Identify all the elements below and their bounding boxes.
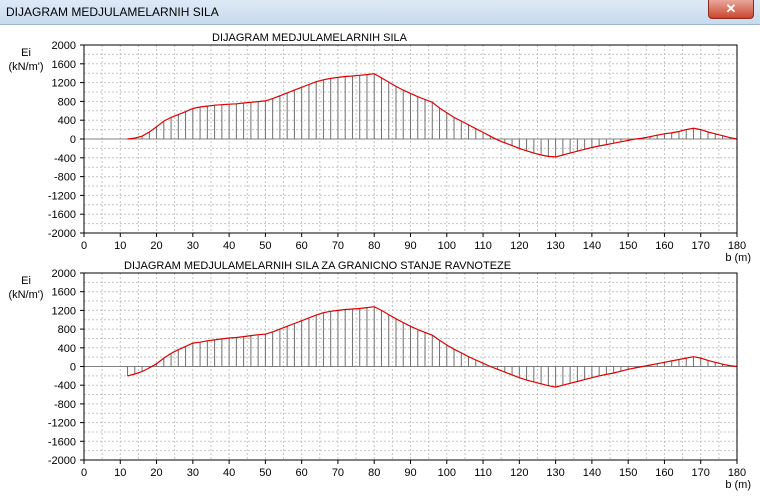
series-line: [127, 306, 738, 388]
y-tick-label: -1200: [48, 190, 76, 202]
y-tick-label: 0: [70, 134, 76, 146]
x-tick-label: 40: [223, 467, 235, 479]
y-tick-label: 2000: [52, 268, 76, 280]
x-tick-label: 10: [114, 467, 126, 479]
y-tick-label: 800: [58, 324, 76, 336]
x-tick-label: 90: [404, 467, 416, 479]
x-tick-label: 120: [510, 467, 528, 479]
y-axis-unit: (kN/m'): [8, 61, 43, 73]
y-tick-label: 800: [58, 96, 76, 108]
x-tick-label: 140: [583, 467, 601, 479]
x-tick-label: 0: [81, 240, 87, 252]
x-tick-label: 90: [404, 240, 416, 252]
chart-2: 2000160012008004000-400-800-1200-1600-20…: [8, 260, 751, 491]
chart-1: 2000160012008004000-400-800-1200-1600-20…: [8, 32, 751, 264]
window-title: DIJAGRAM MEDJULAMELARNIH SILA: [6, 5, 219, 19]
x-tick-label: 30: [187, 467, 199, 479]
y-tick-label: 400: [58, 115, 76, 127]
x-tick-label: 160: [655, 467, 673, 479]
x-tick-label: 150: [619, 467, 637, 479]
x-tick-label: 170: [692, 467, 710, 479]
y-tick-label: 1600: [52, 287, 76, 299]
close-icon: ✕: [725, 1, 737, 16]
x-tick-label: 80: [368, 467, 380, 479]
x-tick-label: 70: [332, 240, 344, 252]
x-tick-label: 40: [223, 240, 235, 252]
y-tick-label: 0: [70, 362, 76, 374]
chart-area: 2000 1600 1200 800 400 0 -400 -800 -1200 -1600 -20…: [0, 25, 760, 491]
x-tick-label: 160: [655, 240, 673, 252]
x-tick-label: 110: [474, 467, 492, 479]
x-tick-label: 30: [187, 240, 199, 252]
chart-title: DIJAGRAM MEDJULAMELARNIH SILA ZA GRANICN…: [124, 260, 511, 272]
series-line: [127, 73, 738, 158]
y-axis-label: Ei: [21, 275, 31, 287]
x-tick-label: 130: [546, 467, 564, 479]
x-tick-label: 170: [692, 240, 710, 252]
x-tick-label: 100: [438, 467, 456, 479]
x-tick-label: 0: [81, 467, 87, 479]
x-tick-label: 120: [510, 240, 528, 252]
y-tick-label: 1600: [52, 59, 76, 71]
x-tick-label: 100: [438, 240, 456, 252]
x-tick-label: 180: [728, 240, 746, 252]
y-axis-unit: (kN/m'): [8, 289, 43, 301]
y-tick-label: -1200: [48, 418, 76, 430]
x-axis-label: b (m): [725, 252, 751, 264]
x-tick-label: 20: [150, 240, 162, 252]
x-tick-label: 150: [619, 240, 637, 252]
y-tick-label: 400: [58, 343, 76, 355]
x-tick-label: 60: [296, 467, 308, 479]
y-tick-label: -400: [54, 153, 76, 165]
x-tick-label: 180: [728, 467, 746, 479]
y-tick-label: -2000: [48, 228, 76, 240]
title-bar[interactable]: DIJAGRAM MEDJULAMELARNIH SILA ✕: [0, 0, 760, 25]
x-axis-label: b (m): [725, 479, 751, 491]
y-axis-label: Ei: [21, 47, 31, 59]
y-tick-label: 2000: [52, 40, 76, 52]
x-tick-label: 80: [368, 240, 380, 252]
y-tick-label: 1200: [52, 78, 76, 90]
charts-svg: 2000160012008004000-400-800-1200-1600-20…: [8, 32, 751, 491]
y-tick-label: -1600: [48, 436, 76, 448]
x-tick-label: 20: [150, 467, 162, 479]
x-tick-label: 130: [546, 240, 564, 252]
chart-title: DIJAGRAM MEDJULAMELARNIH SILA: [212, 32, 408, 44]
y-tick-label: -400: [54, 380, 76, 392]
x-tick-label: 50: [259, 467, 271, 479]
y-tick-label: -800: [54, 399, 76, 411]
x-tick-label: 140: [583, 240, 601, 252]
x-tick-label: 50: [259, 240, 271, 252]
x-tick-label: 60: [296, 240, 308, 252]
x-tick-label: 70: [332, 467, 344, 479]
y-tick-label: 1200: [52, 305, 76, 317]
x-tick-label: 10: [114, 240, 126, 252]
y-tick-label: -2000: [48, 455, 76, 467]
close-button[interactable]: ✕: [708, 0, 754, 19]
y-tick-label: -800: [54, 172, 76, 184]
y-tick-label: -1600: [48, 209, 76, 221]
x-tick-label: 110: [474, 240, 492, 252]
